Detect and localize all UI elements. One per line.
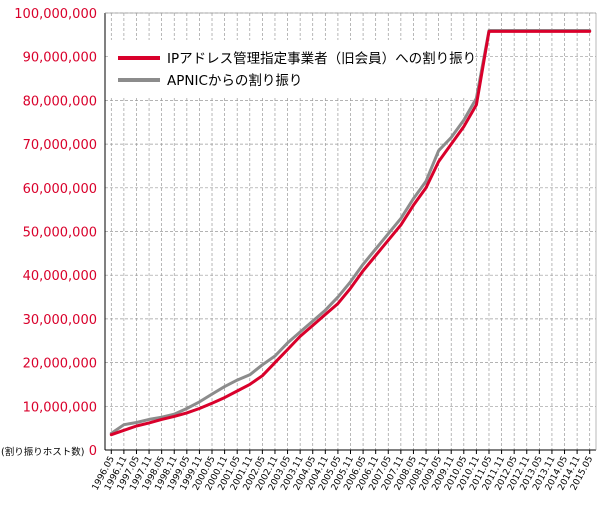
x-tick-labels: 1996.051996.111997.051997.111998.051998.… <box>91 455 596 493</box>
data-point-series-2 <box>148 418 150 421</box>
y-tick-label: 60,000,000 <box>23 182 97 197</box>
data-point-series-2 <box>236 379 238 381</box>
data-point-series-2 <box>349 280 352 283</box>
data-point-series-1 <box>500 30 503 33</box>
legend-label-series-1: IPアドレス管理指定事業者（旧会員）への割り振り <box>167 50 476 67</box>
data-point-series-1 <box>450 143 453 145</box>
data-point-series-2 <box>337 296 339 298</box>
data-point-series-2 <box>274 355 276 357</box>
data-point-series-1 <box>286 348 289 351</box>
y-tick-label: 100,000,000 <box>14 7 97 22</box>
data-point-series-2 <box>173 413 176 415</box>
data-point-series-1 <box>374 254 377 257</box>
data-point-series-2 <box>286 342 289 344</box>
y-tick-label: 20,000,000 <box>23 357 97 372</box>
series-lines <box>109 29 592 437</box>
data-point-series-2 <box>160 416 163 419</box>
data-point-series-1 <box>463 125 465 128</box>
data-point-series-1 <box>488 30 490 33</box>
y-tick-label: 90,000,000 <box>23 51 97 66</box>
data-point-series-2 <box>324 309 327 311</box>
data-point-series-1 <box>525 30 528 33</box>
data-point-series-1 <box>173 415 176 418</box>
data-point-series-1 <box>412 204 415 207</box>
data-point-series-2 <box>211 393 213 395</box>
data-point-series-2 <box>450 136 453 139</box>
data-point-series-2 <box>463 119 465 121</box>
data-point-series-1 <box>475 103 478 106</box>
data-point-series-1 <box>248 383 251 386</box>
y-tick-label: 40,000,000 <box>23 269 97 284</box>
data-point-series-1 <box>349 287 352 290</box>
y-tick-labels: 0 10,000,000 20,000,000 30,000,000 40,000,00… <box>14 7 97 459</box>
y-tick-label: 80,000,000 <box>23 94 97 109</box>
y-tick-label: 50,000,000 <box>23 226 97 241</box>
data-point-series-1 <box>324 313 327 316</box>
data-point-series-2 <box>412 197 415 200</box>
y-tick-label: 10,000,000 <box>23 400 97 415</box>
data-point-series-2 <box>223 385 226 388</box>
data-point-series-1 <box>110 433 113 436</box>
data-point-series-2 <box>311 320 314 322</box>
data-point-series-1 <box>236 390 238 392</box>
y-tick-label: 0 <box>89 444 97 459</box>
data-point-series-2 <box>400 217 402 220</box>
y-tick-label: 70,000,000 <box>23 138 97 153</box>
y-axis-unit-label: (割り振りホスト数) <box>1 446 84 458</box>
data-point-series-1 <box>551 30 553 33</box>
data-point-series-1 <box>538 30 541 33</box>
data-point-series-1 <box>362 270 364 272</box>
data-point-series-2 <box>374 248 377 250</box>
y-tick-label: 30,000,000 <box>23 313 97 328</box>
data-point-series-2 <box>437 149 440 152</box>
data-point-series-1 <box>186 412 188 414</box>
data-point-series-1 <box>299 335 301 338</box>
data-point-series-2 <box>186 407 188 410</box>
data-point-series-1 <box>198 407 201 410</box>
data-point-series-2 <box>248 374 251 376</box>
data-point-series-1 <box>311 324 314 327</box>
data-point-series-2 <box>135 421 138 424</box>
data-point-series-2 <box>362 263 364 266</box>
data-point-series-1 <box>563 30 566 33</box>
legend-label-series-2: APNICからの割り振り <box>167 72 302 89</box>
data-point-series-1 <box>223 396 226 399</box>
data-point-series-1 <box>437 160 440 163</box>
legend-box <box>110 40 475 96</box>
data-point-series-2 <box>261 363 264 366</box>
data-point-series-1 <box>513 30 515 33</box>
data-point-series-1 <box>400 224 402 226</box>
data-point-series-2 <box>299 331 301 333</box>
data-point-series-1 <box>160 418 163 421</box>
data-point-series-1 <box>425 187 427 189</box>
data-point-series-2 <box>123 423 125 426</box>
data-point-series-1 <box>337 302 339 305</box>
data-point-series-2 <box>387 232 390 235</box>
axes <box>104 12 597 454</box>
data-point-series-1 <box>274 361 276 364</box>
data-point-series-1 <box>123 429 125 432</box>
data-point-series-2 <box>198 401 201 403</box>
data-point-series-1 <box>135 425 138 427</box>
data-point-series-1 <box>211 402 213 405</box>
legend: IPアドレス管理指定事業者（旧会員）への割り振り APNICからの割り振り <box>110 40 476 96</box>
data-point-series-1 <box>588 30 591 33</box>
data-point-series-1 <box>261 374 264 377</box>
data-point-series-1 <box>576 30 578 33</box>
data-point-series-2 <box>425 180 427 183</box>
data-point-series-1 <box>148 422 150 424</box>
data-point-series-1 <box>387 239 390 242</box>
